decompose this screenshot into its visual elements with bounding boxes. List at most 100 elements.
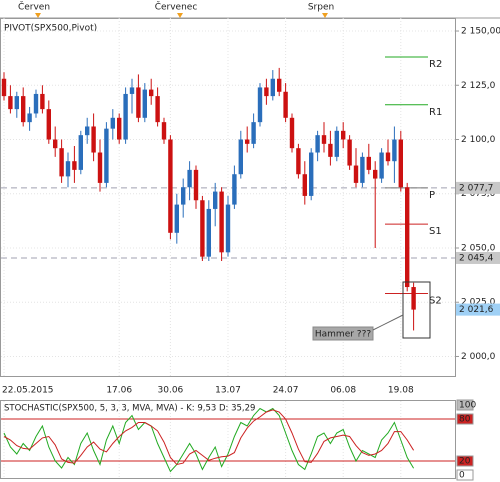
candle-body <box>251 122 256 144</box>
x-tick-label: 19.08 <box>388 386 414 396</box>
candle-body <box>232 174 237 205</box>
candle-body <box>360 156 365 183</box>
stoch-tick-label: 0 <box>459 471 465 481</box>
candle-body <box>40 93 45 110</box>
candle-body <box>200 200 205 257</box>
candle-body <box>270 78 275 97</box>
stoch-line <box>3 409 415 466</box>
x-tick-label: 17.06 <box>106 386 132 396</box>
y-tick-label: 2 075,0 <box>461 189 496 199</box>
candle-body <box>206 208 211 257</box>
candle-body <box>161 122 167 140</box>
candle-body <box>155 96 160 123</box>
candle-body <box>379 152 384 179</box>
candle-body <box>187 169 192 188</box>
price-label: 2 045,4 <box>459 253 494 263</box>
candle-body <box>21 96 26 123</box>
candle-body <box>53 139 58 149</box>
month-label: Červenec <box>155 1 198 13</box>
candle-body <box>283 91 288 118</box>
annotation-box <box>312 326 374 341</box>
candle-body <box>277 78 282 92</box>
y-tick-label: 2 100,0 <box>461 135 496 145</box>
month-label: Srpen <box>308 3 334 13</box>
candle-body <box>245 139 250 144</box>
month-marker <box>322 13 328 18</box>
candle-body <box>193 169 199 201</box>
candle-body <box>341 130 346 140</box>
price-box <box>456 251 500 264</box>
candle-body <box>219 191 224 253</box>
candle-body <box>78 135 83 170</box>
pivot-label: S1 <box>429 226 442 237</box>
candle-body <box>398 139 403 188</box>
candle-body <box>238 139 243 175</box>
candle-body <box>46 109 51 140</box>
x-tick-label: 13.07 <box>215 386 241 396</box>
candle-body <box>411 287 416 310</box>
level-box <box>456 399 474 411</box>
candle-body <box>213 191 218 209</box>
candle-body <box>321 135 327 144</box>
candle-body <box>14 96 19 110</box>
candle-body <box>373 169 378 179</box>
candle-body <box>225 204 231 253</box>
candle-body <box>385 152 391 162</box>
y-tick-label: 2 025,0 <box>461 298 496 308</box>
x-tick-label: 22.05.2015 <box>2 386 54 396</box>
month-marker <box>35 13 41 18</box>
chart-title: PIVOT(SPX500,Pivot) <box>4 24 97 34</box>
highlight-box <box>402 281 431 339</box>
candle-body <box>104 128 109 183</box>
pivot-label: R2 <box>429 59 442 70</box>
candle-body <box>65 161 71 177</box>
price-label: 2 077,7 <box>459 183 493 193</box>
candle-body <box>136 87 141 118</box>
candle-body <box>168 139 173 233</box>
candle-body <box>33 93 39 114</box>
month-label: Červen <box>18 1 50 13</box>
candle-body <box>142 89 147 118</box>
candle-body <box>366 156 371 170</box>
candle-body <box>8 96 13 110</box>
y-tick-label: 2 050,0 <box>461 243 496 253</box>
stoch-frame <box>0 400 456 479</box>
candle-body <box>392 139 397 162</box>
candle-body <box>353 165 359 183</box>
level-box <box>456 469 474 481</box>
y-tick-label: 2 000,0 <box>461 352 496 362</box>
pivot-label: R1 <box>429 107 442 118</box>
price-box <box>456 303 500 316</box>
annotation-connector <box>372 314 404 331</box>
level-box <box>456 413 474 425</box>
candle-body <box>347 139 352 166</box>
candle-body <box>91 126 96 153</box>
price-box <box>456 181 500 194</box>
y-tick-label: 2 150,00 <box>461 27 500 37</box>
candle-body <box>328 143 333 157</box>
candle-body <box>59 148 64 177</box>
candle-body <box>110 117 115 129</box>
candle-body <box>334 130 339 157</box>
y-tick-label: 2 125,0 <box>461 81 496 91</box>
candle-body <box>123 93 128 140</box>
candle-body <box>97 152 103 183</box>
month-marker <box>177 13 183 18</box>
stoch-tick-label: 80 <box>459 415 471 425</box>
candle-body <box>264 87 269 97</box>
candle-body <box>129 87 135 94</box>
pivot-label: S2 <box>429 296 442 307</box>
candle-body <box>315 135 320 153</box>
candle-body <box>302 174 307 196</box>
x-tick-label: 24.07 <box>273 386 299 396</box>
candle-body <box>296 148 301 175</box>
candle-body <box>85 126 90 136</box>
stoch-title: STOCHASTIC(SPX500, 5, 3, 3, MVA, MVA) - … <box>4 404 255 414</box>
annotation: Hammer ??? <box>315 330 371 340</box>
pivot-label: P <box>429 190 435 201</box>
x-tick-label: 06.08 <box>330 386 356 396</box>
level-box <box>456 455 474 467</box>
